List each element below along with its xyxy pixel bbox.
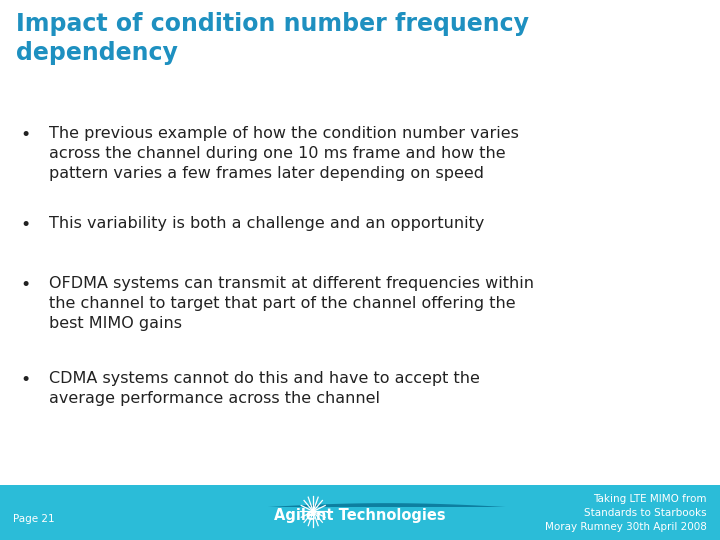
Polygon shape (0, 485, 720, 509)
Text: Impact of condition number frequency
dependency: Impact of condition number frequency dep… (16, 12, 528, 65)
Text: The previous example of how the condition number varies
across the channel durin: The previous example of how the conditio… (49, 126, 519, 181)
Text: Agilent Technologies: Agilent Technologies (274, 508, 446, 523)
Text: •: • (20, 126, 30, 144)
Bar (0, 485, 720, 507)
Text: •: • (20, 276, 30, 294)
Text: Taking LTE MIMO from
Standards to Starbooks
Moray Rumney 30th April 2008: Taking LTE MIMO from Standards to Starbo… (545, 494, 707, 531)
Text: OFDMA systems can transmit at different frequencies within
the channel to target: OFDMA systems can transmit at different … (49, 276, 534, 331)
Polygon shape (0, 485, 720, 516)
Text: •: • (20, 216, 30, 234)
Text: Page 21: Page 21 (13, 514, 55, 524)
Text: This variability is both a challenge and an opportunity: This variability is both a challenge and… (49, 216, 485, 231)
Text: •: • (20, 371, 30, 389)
Text: CDMA systems cannot do this and have to accept the
average performance across th: CDMA systems cannot do this and have to … (49, 371, 480, 406)
